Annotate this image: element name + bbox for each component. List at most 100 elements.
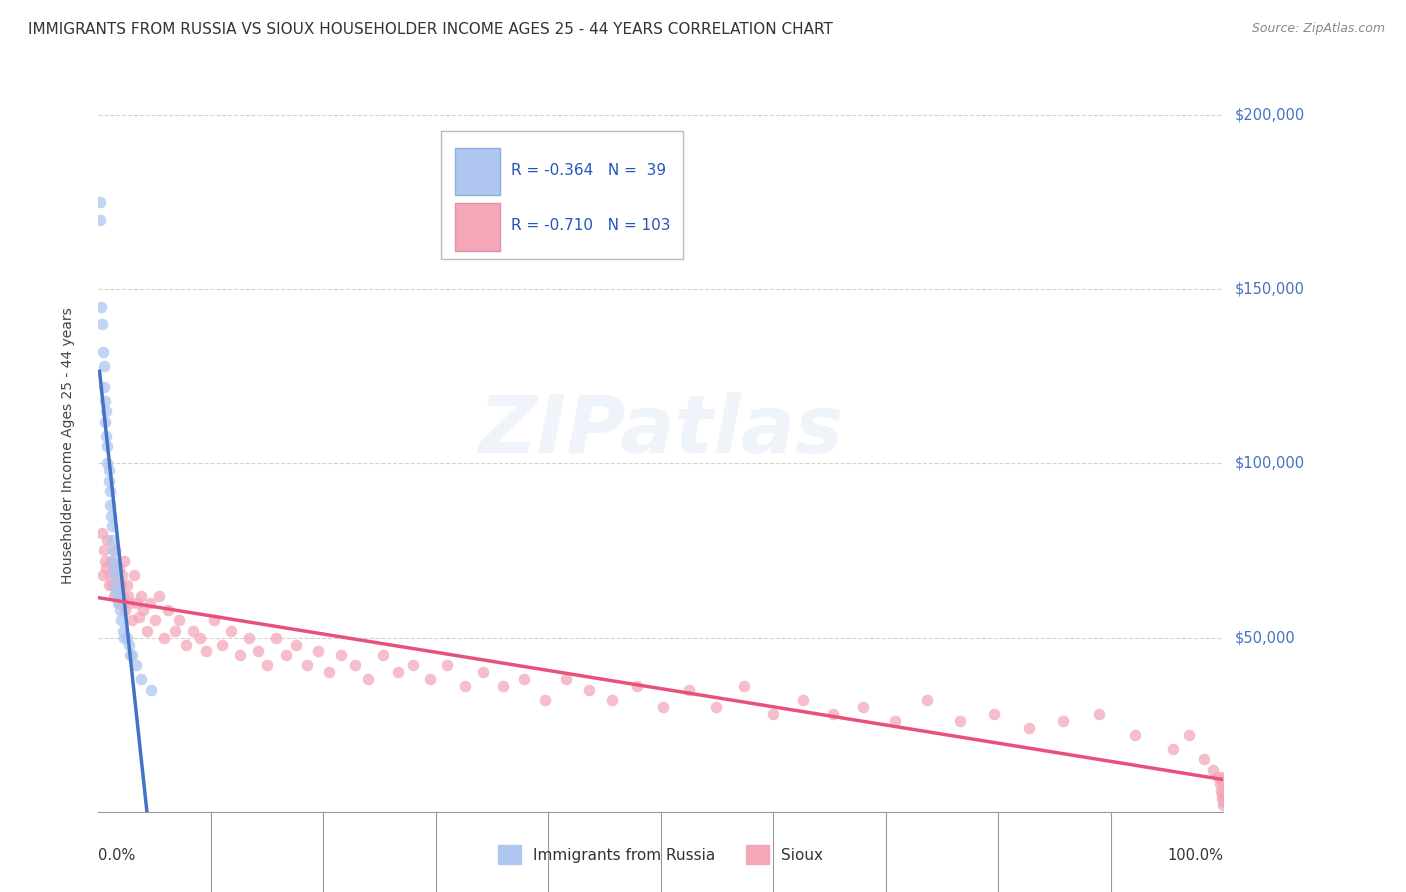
Point [139, 596, 162, 610]
Point [107, 561, 129, 575]
Point [94, 415, 117, 429]
Point [97, 463, 120, 477]
Point [89, 212, 111, 227]
Point [101, 554, 124, 568]
Point [128, 609, 150, 624]
Point [111, 567, 134, 582]
Point [90, 317, 112, 331]
Point [983, 707, 1005, 722]
Point [125, 596, 148, 610]
FancyBboxPatch shape [456, 147, 501, 195]
Point [98, 484, 121, 499]
Point [101, 543, 124, 558]
Point [143, 613, 166, 627]
Point [678, 682, 700, 697]
Point [135, 624, 157, 638]
Point [626, 679, 648, 693]
Point [108, 603, 131, 617]
Point [152, 631, 174, 645]
Point [124, 658, 146, 673]
Point [1161, 742, 1184, 756]
Point [1209, 777, 1232, 791]
Point [115, 631, 138, 645]
Point [256, 658, 278, 673]
Point [103, 561, 125, 575]
Point [98, 498, 121, 512]
Point [112, 624, 135, 638]
Text: R = -0.364   N =  39: R = -0.364 N = 39 [512, 162, 666, 178]
Point [264, 631, 287, 645]
Point [174, 638, 197, 652]
Point [101, 561, 124, 575]
Point [104, 578, 127, 592]
Point [181, 624, 204, 638]
Point [792, 693, 814, 707]
Point [112, 631, 135, 645]
Point [112, 554, 135, 568]
Point [1052, 714, 1074, 728]
Point [762, 707, 785, 722]
Point [101, 578, 124, 592]
Point [129, 673, 152, 687]
Point [492, 679, 515, 693]
Point [91, 345, 114, 359]
Point [104, 567, 127, 582]
Point [343, 658, 366, 673]
Point [318, 665, 340, 680]
Point [704, 700, 727, 714]
Point [247, 644, 270, 658]
Point [163, 624, 186, 638]
Point [1212, 777, 1234, 791]
Point [169, 613, 191, 627]
Point [555, 673, 578, 687]
Point [107, 589, 129, 603]
Point [578, 682, 600, 697]
Point [97, 578, 120, 592]
Point [110, 613, 132, 627]
Point [1088, 707, 1111, 722]
Point [202, 613, 225, 627]
Point [118, 596, 141, 610]
Point [852, 700, 875, 714]
Point [121, 613, 143, 627]
Text: ZIPatlas: ZIPatlas [478, 392, 844, 470]
Point [89, 195, 111, 210]
Point [97, 474, 120, 488]
Point [100, 508, 122, 523]
Text: $150,000: $150,000 [1234, 282, 1305, 297]
Text: $100,000: $100,000 [1234, 456, 1305, 471]
Point [1206, 770, 1229, 784]
Point [1211, 790, 1233, 805]
Point [96, 428, 118, 442]
Point [733, 679, 755, 693]
Point [112, 589, 135, 603]
Point [90, 300, 112, 314]
Point [285, 638, 308, 652]
Point [118, 638, 141, 652]
Point [1192, 752, 1215, 766]
Point [90, 526, 112, 541]
Point [821, 707, 844, 722]
Text: IMMIGRANTS FROM RUSSIA VS SIOUX HOUSEHOLDER INCOME AGES 25 - 44 YEARS CORRELATIO: IMMIGRANTS FROM RUSSIA VS SIOUX HOUSEHOL… [28, 22, 832, 37]
Point [107, 578, 129, 592]
Point [105, 567, 128, 582]
Point [91, 567, 114, 582]
Point [652, 700, 675, 714]
Point [98, 567, 121, 582]
Point [1018, 721, 1040, 735]
Point [96, 439, 118, 453]
Point [1212, 787, 1234, 801]
Text: $200,000: $200,000 [1234, 108, 1305, 122]
Point [94, 393, 117, 408]
Point [295, 658, 318, 673]
Point [117, 589, 139, 603]
Point [100, 554, 122, 568]
Point [1212, 770, 1234, 784]
Point [534, 693, 557, 707]
Point [229, 648, 252, 662]
Point [110, 578, 132, 592]
Point [94, 554, 117, 568]
Point [1212, 797, 1234, 812]
Point [330, 648, 353, 662]
Point [93, 359, 115, 373]
